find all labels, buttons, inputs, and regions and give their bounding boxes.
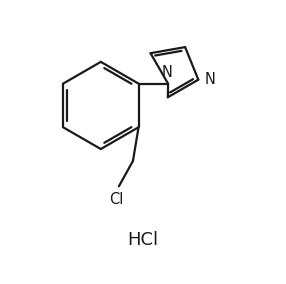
Text: HCl: HCl: [128, 231, 158, 249]
Text: N: N: [161, 65, 172, 80]
Text: N: N: [204, 72, 215, 87]
Text: Cl: Cl: [109, 192, 123, 207]
